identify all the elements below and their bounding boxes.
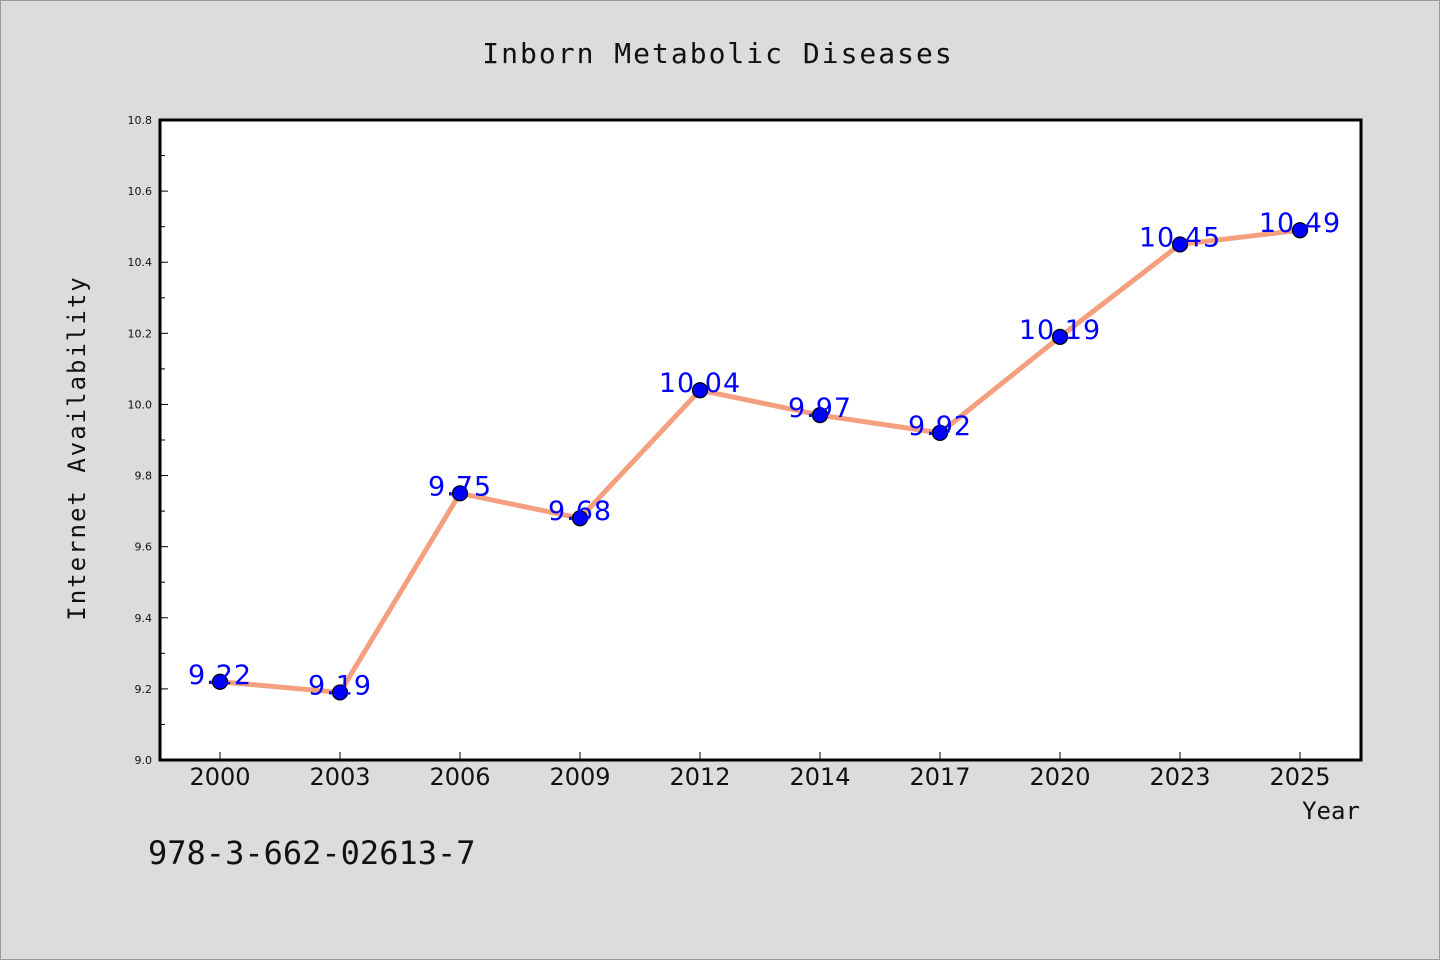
x-tick-label: 2017 [909,763,970,791]
data-point-2020 [1051,328,1069,345]
data-label-2020: 10.19 [1019,315,1101,346]
data-point-2017 [931,424,949,441]
x-tick-label: 2014 [789,763,850,791]
data-labels: 9.22 9.19 9.75 9.68 10.04 9.97 9.92 10.19 10.45 1… [188,208,1341,701]
data-label-2012: 10.04 [659,368,741,399]
data-label-2000: 9.22 [188,660,252,691]
data-point-2023 [1171,236,1189,253]
y-tick-label: 9.8 [135,470,153,483]
x-tick-label: 2003 [309,763,370,791]
y-tick-label: 9.0 [135,754,153,767]
plot-frame [158,118,1363,762]
y-tick-label: 10.0 [128,398,153,411]
data-label-2014: 9.97 [788,393,852,424]
data-label-2009: 9.68 [548,496,612,527]
x-axis-label: Year [1302,797,1360,825]
data-point-2003 [331,684,349,701]
data-point-2006 [451,485,469,502]
isbn-footer: 978-3-662-02613-7 [148,834,476,872]
x-tick-label: 2012 [669,763,730,791]
series-line [217,227,1303,695]
data-point-2009 [571,510,589,527]
data-label-2025: 10.49 [1259,208,1341,239]
x-axis: 2000 2003 2006 2009 2012 2014 2017 2020 2023 2025 [189,752,1331,791]
x-tick-label: 2009 [549,763,610,791]
x-tick-label: 2023 [1149,763,1210,791]
data-point-2000 [211,673,229,690]
data-label-2006: 9.75 [428,471,492,502]
x-tick-label: 2020 [1029,763,1090,791]
y-tick-label: 10.8 [128,114,153,127]
y-tick-label: 10.4 [128,256,153,269]
y-tick-label: 10.6 [128,185,153,198]
data-label-2017: 9.92 [908,411,972,442]
x-tick-label: 2000 [189,763,250,791]
plot-area [160,120,1361,760]
data-markers [211,222,1309,701]
y-tick-label: 10.2 [128,327,153,340]
y-axis-label: Internet Availability [63,275,91,620]
data-label-2003: 9.19 [308,670,372,701]
x-tick-label: 2006 [429,763,490,791]
data-point-2012 [691,382,709,399]
data-label-2023: 10.45 [1139,222,1221,253]
y-tick-label: 9.2 [135,683,153,696]
y-tick-label: 9.6 [135,541,153,554]
x-tick-label: 2025 [1269,763,1330,791]
data-point-2025 [1291,222,1309,239]
chart-title: Inborn Metabolic Diseases [482,37,953,70]
data-point-2014 [811,407,829,424]
y-tick-label: 9.4 [135,612,153,625]
